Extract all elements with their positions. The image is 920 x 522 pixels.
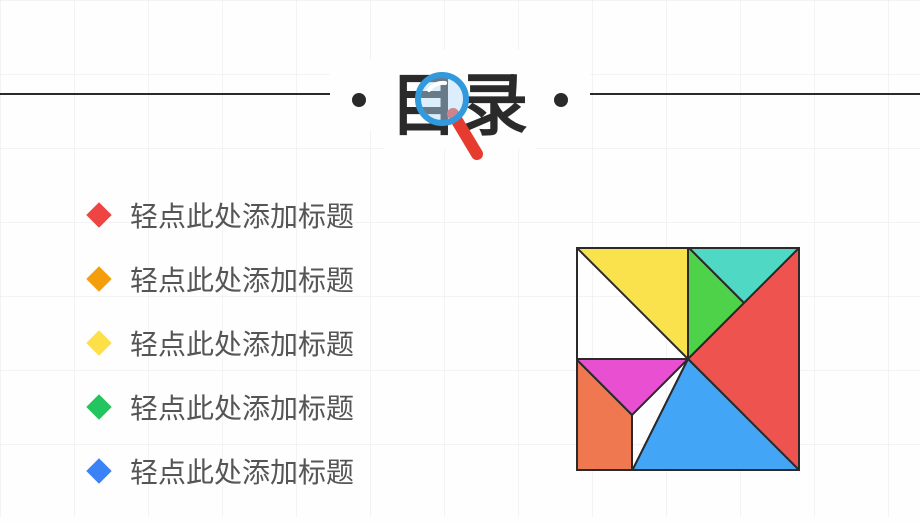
toc-item-label: 轻点此处添加标题 — [130, 323, 354, 363]
dot-right — [554, 93, 568, 107]
diamond-bullet — [86, 394, 111, 419]
diamond-bullet — [86, 458, 111, 483]
toc-item-1[interactable]: 轻点此处添加标题 — [90, 259, 354, 299]
dot-left — [352, 93, 366, 107]
diamond-bullet — [86, 330, 111, 355]
toc-item-2[interactable]: 轻点此处添加标题 — [90, 323, 354, 363]
toc-item-label: 轻点此处添加标题 — [130, 451, 354, 491]
magnifier-icon — [415, 72, 495, 177]
toc-list: 轻点此处添加标题轻点此处添加标题轻点此处添加标题轻点此处添加标题轻点此处添加标题 — [90, 195, 354, 515]
toc-item-label: 轻点此处添加标题 — [130, 387, 354, 427]
toc-item-label: 轻点此处添加标题 — [130, 259, 354, 299]
tangram-graphic — [576, 247, 800, 476]
diamond-bullet — [86, 202, 111, 227]
toc-item-4[interactable]: 轻点此处添加标题 — [90, 451, 354, 491]
diamond-bullet — [86, 266, 111, 291]
toc-item-0[interactable]: 轻点此处添加标题 — [90, 195, 354, 235]
toc-item-label: 轻点此处添加标题 — [130, 195, 354, 235]
toc-item-3[interactable]: 轻点此处添加标题 — [90, 387, 354, 427]
